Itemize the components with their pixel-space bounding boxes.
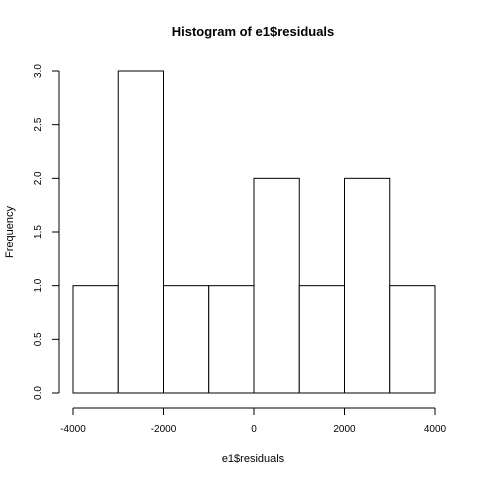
histogram-bar-1	[117, 70, 164, 394]
x-tick-label-4: 4000	[424, 424, 447, 435]
y-tick-label-5: 2.5	[33, 117, 44, 131]
y-tick-label-6: 3.0	[33, 64, 44, 78]
y-tick-label-3: 1.5	[33, 225, 44, 239]
histogram-bar-0	[72, 285, 119, 394]
histogram-bar-4	[253, 177, 300, 394]
x-tick-label-3: 2000	[333, 424, 356, 435]
histogram-bar-7	[389, 285, 436, 394]
chart-title: Histogram of e1$residuals	[172, 24, 335, 39]
histogram-bar-6	[344, 177, 391, 394]
y-tick-label-1: 0.5	[33, 332, 44, 346]
x-axis: -4000 -2000 0 2000 4000	[60, 407, 447, 435]
y-axis: 0.0 0.5 1.0 1.5 2.0 2.5 3.0	[33, 64, 60, 400]
x-axis-label: e1$residuals	[222, 453, 285, 465]
x-tick-label-1: -2000	[151, 424, 177, 435]
x-tick-label-0: -4000	[60, 424, 86, 435]
y-tick-label-4: 2.0	[33, 171, 44, 185]
histogram-bar-2	[163, 285, 210, 394]
y-axis-label: Frequency	[4, 206, 16, 258]
y-tick-label-2: 1.0	[33, 278, 44, 292]
histogram-bar-3	[208, 285, 255, 394]
histogram-bar-5	[298, 285, 345, 394]
bars-group	[72, 70, 436, 394]
x-tick-label-2: 0	[251, 424, 257, 435]
y-tick-label-0: 0.0	[33, 386, 44, 400]
